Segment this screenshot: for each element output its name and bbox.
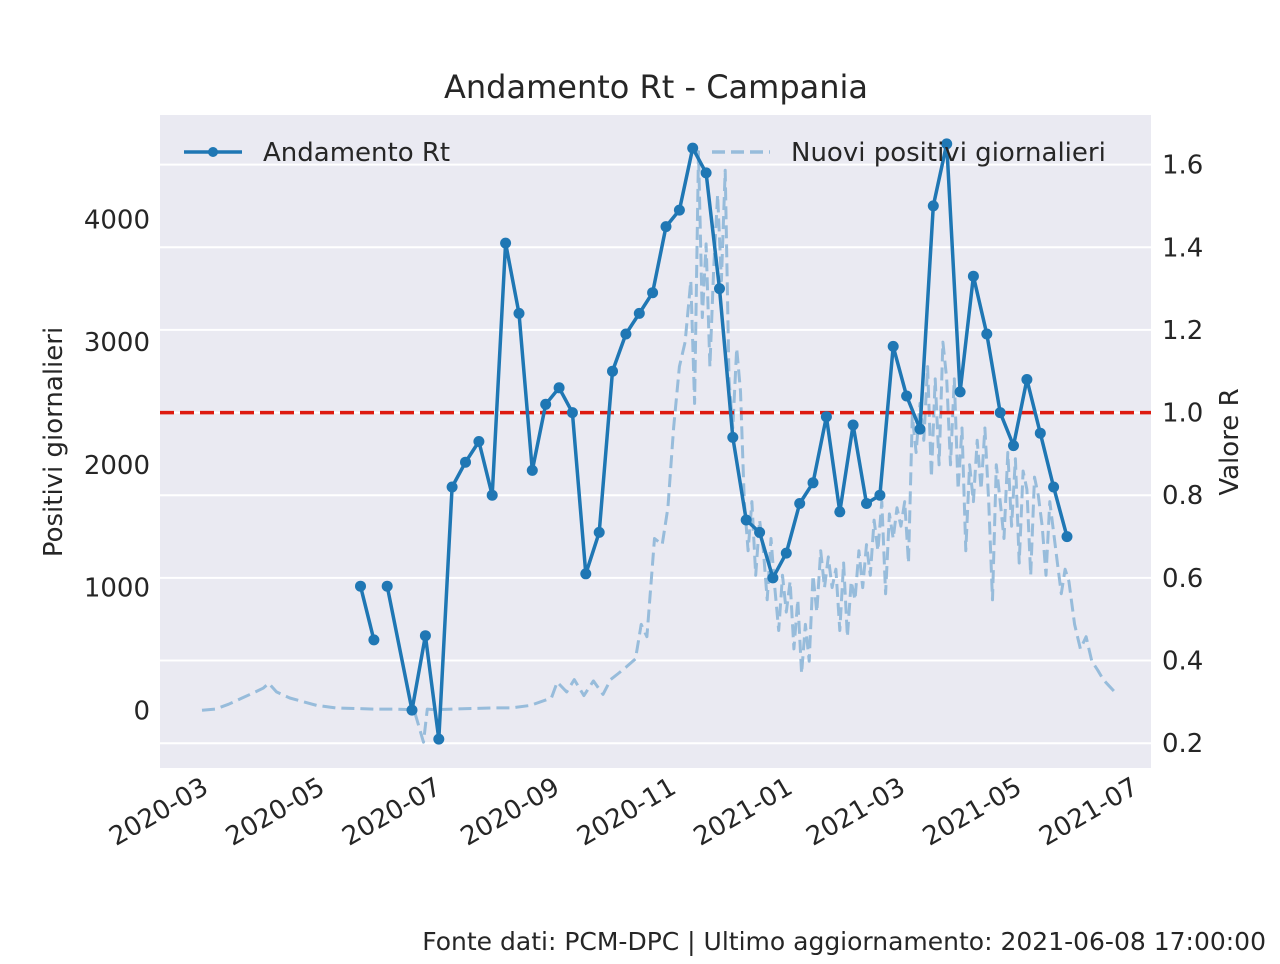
rt-point [740,514,752,526]
legend-rt-marker [208,147,218,157]
rt-point [419,630,431,642]
rt-point [593,526,605,538]
rt-point [807,477,819,489]
rt-point [820,411,832,423]
y-right-tick-label: 1.6 [1162,151,1203,181]
rt-point [368,634,380,646]
rt-point [607,365,618,377]
rt-point [660,221,672,233]
rt-point [700,167,712,179]
rt-point [727,431,739,443]
rt-point [1008,440,1019,452]
y-right-tick-label: 1.0 [1162,399,1203,429]
y-right-tick-label: 0.4 [1162,647,1203,677]
rt-point [486,489,498,501]
y-right-label: Valore R [1215,388,1245,495]
y-left-ticks: 0 1000 2000 3000 4000 [84,205,150,726]
rt-point [874,489,886,501]
rt-point [847,419,859,431]
x-tick-label: 2020-05 [221,772,330,852]
y-left-tick-label: 3000 [84,328,150,358]
x-tick-label: 2020-09 [456,772,565,852]
rt-point [580,568,592,580]
rt-point [406,704,418,716]
rt-point [673,204,685,216]
x-ticks: 2020-03 2020-05 2020-07 2020-09 2020-11 2021-… [104,772,1143,852]
rt-point [446,481,458,493]
rt-point [981,328,993,340]
rt-point [540,398,552,410]
rt-series [355,138,1073,745]
y-left-tick-label: 4000 [84,205,150,235]
y-right-tick-label: 1.4 [1162,233,1203,263]
positives-series [201,150,1116,744]
y-left-tick-label: 1000 [84,574,150,604]
x-tick-label: 2020-03 [104,772,213,852]
rt-point [767,572,779,584]
rt-point [433,733,445,745]
x-tick-label: 2020-07 [337,772,446,852]
rt-point [381,580,393,592]
rt-point [901,390,913,402]
x-tick-label: 2020-11 [572,772,681,852]
x-tick-label: 2021-05 [918,772,1027,852]
legend: Andamento Rt Nuovi positivi giornalieri [184,138,1106,168]
rt-point [553,382,565,394]
rt-point [1021,374,1033,385]
y-right-tick-label: 1.2 [1162,316,1203,346]
rt-point [994,407,1006,419]
chart-title: Andamento Rt - Campania [444,68,868,106]
rt-point [754,526,766,538]
rt-point [861,498,872,509]
y-left-label: Positivi giornalieri [39,327,69,557]
rt-point [834,506,846,518]
y-right-tick-label: 0.6 [1162,564,1203,594]
rt-point [967,270,979,282]
rt-point [473,436,485,447]
y-right-ticks: 0.2 0.4 0.6 0.8 1.0 1.2 1.4 1.6 [1162,151,1203,760]
rt-point [687,142,699,154]
rt-point [927,200,939,212]
rt-point [500,237,512,249]
rt-point [914,423,926,435]
rt-point [633,307,645,319]
rt-point [620,328,632,340]
legend-rt-label: Andamento Rt [263,138,450,168]
rt-point [887,340,899,352]
rt-point [780,547,792,559]
footer-source: Fonte dati: PCM-DPC | Ultimo aggiornamen… [422,927,1266,956]
x-tick-label: 2021-07 [1034,772,1143,852]
rt-point [1034,427,1046,439]
rt-line [358,585,376,641]
rt-point [941,138,953,150]
rt-point [566,407,578,419]
y-left-tick-label: 2000 [84,451,150,481]
y-right-tick-label: 0.2 [1162,729,1203,759]
rt-point [1048,481,1060,493]
x-tick-label: 2021-03 [801,772,910,852]
y-right-tick-label: 0.8 [1162,481,1203,511]
plot-area [160,115,1151,768]
rt-point [355,580,366,592]
rt-point [526,464,538,476]
rt-point [513,307,525,319]
rt-point [460,456,471,468]
rt-point [714,283,725,295]
rt-point [1061,531,1073,543]
legend-positives-label: Nuovi positivi giornalieri [791,138,1106,168]
x-tick-label: 2021-01 [689,772,798,852]
rt-point [954,386,966,398]
rt-point [794,498,806,509]
positives-line [201,150,1116,744]
y-left-tick-label: 0 [133,696,150,726]
rt-point [647,287,659,299]
